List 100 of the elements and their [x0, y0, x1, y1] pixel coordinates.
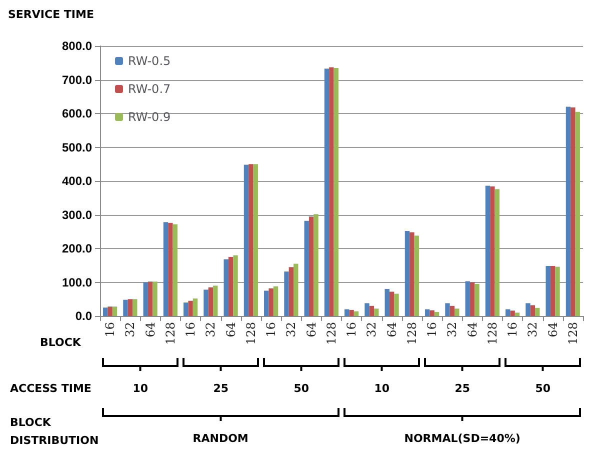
bar — [546, 266, 550, 316]
x-tick-label: 16 — [184, 322, 198, 338]
x-tick-label: 16 — [506, 322, 520, 338]
x-tick-label: 32 — [526, 322, 540, 338]
bar — [314, 214, 318, 316]
x-tick-label: 32 — [123, 322, 138, 338]
bar — [474, 284, 480, 316]
bar — [268, 288, 274, 316]
bar — [152, 282, 158, 316]
bar — [172, 224, 178, 316]
x-tick-label: 128 — [163, 322, 178, 345]
legend-label: RW-0.9 — [128, 110, 171, 124]
text: NORMAL(SD=40%) — [404, 432, 520, 445]
bar — [284, 271, 289, 316]
bar — [369, 306, 374, 316]
bar — [273, 286, 278, 316]
bar — [132, 299, 138, 316]
bar — [470, 282, 475, 316]
x-tick-label: 64 — [224, 322, 238, 338]
text: 10 — [374, 382, 390, 395]
bar — [465, 281, 470, 316]
x-axis-title: BLOCK — [40, 336, 81, 349]
x-tick-label: 64 — [465, 322, 480, 338]
bar — [535, 308, 540, 316]
y-tick-label: 600.0 — [62, 106, 92, 120]
bar — [304, 220, 309, 316]
bar — [264, 290, 269, 316]
bar — [334, 68, 338, 316]
bar — [288, 267, 294, 316]
bar — [228, 256, 234, 316]
text: 25 — [454, 382, 470, 395]
bar — [344, 309, 350, 316]
y-tick-label: 500.0 — [62, 140, 92, 154]
x-tick-label: 64 — [546, 322, 560, 338]
bar — [450, 306, 455, 316]
bar — [434, 312, 440, 316]
bar — [506, 309, 510, 316]
x-tick-label: 128 — [324, 322, 338, 345]
y-tick-label: 800.0 — [62, 39, 92, 53]
bar — [555, 266, 560, 316]
bar — [550, 266, 556, 316]
bar — [108, 306, 112, 316]
y-tick-label: 300.0 — [62, 208, 92, 222]
bar — [188, 300, 193, 316]
y-tick-label: 200.0 — [62, 242, 92, 256]
x-tick-label: 64 — [304, 322, 318, 338]
bar — [224, 259, 228, 316]
x-tick-label: 64 — [384, 322, 399, 338]
bar — [253, 164, 258, 316]
x-tick-label: 128 — [485, 322, 500, 345]
x-tick-label: 128 — [404, 322, 419, 345]
bar — [308, 216, 314, 316]
bar — [123, 300, 128, 316]
x-tick-label: 32 — [204, 322, 218, 338]
bar — [414, 236, 419, 316]
bar — [148, 282, 153, 316]
bar — [514, 312, 520, 316]
bar — [530, 305, 536, 316]
bar — [168, 222, 173, 316]
x-tick-label: 128 — [566, 322, 580, 345]
x-tick-label: 32 — [364, 322, 379, 338]
text: ACCESS TIME — [10, 382, 92, 395]
bar — [490, 186, 495, 316]
x-tick-label: 64 — [143, 322, 158, 338]
legend-label: RW-0.7 — [128, 82, 171, 96]
bar — [384, 289, 390, 316]
legend-label: RW-0.5 — [128, 54, 171, 68]
text: RANDOM — [192, 432, 248, 445]
bar — [248, 164, 254, 316]
bar — [192, 298, 198, 316]
bar — [128, 299, 133, 316]
bar — [570, 107, 576, 316]
bar — [410, 232, 414, 316]
bar — [510, 310, 515, 316]
bar — [204, 290, 208, 316]
bar — [103, 308, 108, 316]
x-tick-label: 32 — [445, 322, 460, 338]
bar — [294, 264, 298, 316]
y-tick-label: 400.0 — [62, 174, 92, 188]
bar — [526, 303, 530, 316]
bar — [349, 310, 354, 316]
text: 25 — [213, 382, 229, 395]
bar — [430, 310, 434, 316]
y-axis-title: SERVICE TIME — [8, 8, 94, 21]
x-tick-label: 16 — [344, 322, 359, 338]
text: 50 — [294, 382, 310, 395]
bar — [184, 302, 188, 316]
bar — [233, 255, 238, 316]
bar — [454, 308, 460, 316]
bar — [364, 303, 370, 316]
bar — [445, 303, 450, 316]
y-tick-label: 0.0 — [75, 309, 92, 323]
bar — [163, 222, 168, 316]
bar — [575, 112, 580, 316]
x-tick-label: 16 — [103, 322, 118, 338]
bar — [112, 306, 118, 316]
bar — [213, 286, 218, 316]
x-tick-label: 16 — [425, 322, 440, 338]
bar — [374, 308, 379, 316]
bar — [143, 282, 148, 316]
